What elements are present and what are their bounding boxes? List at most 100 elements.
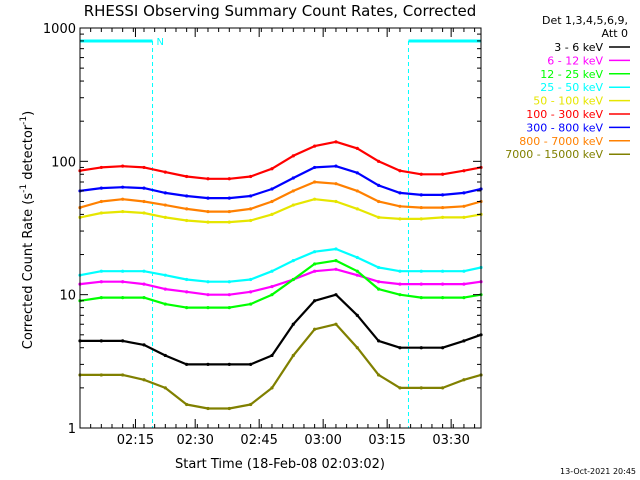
data-point [441, 193, 445, 197]
data-point [419, 172, 423, 176]
attenuator-label: Att 0 [602, 27, 628, 40]
data-point [419, 282, 423, 286]
y-tick-label: 1000 [43, 22, 76, 37]
data-point [462, 269, 466, 273]
night-label: N [157, 37, 164, 48]
data-point [249, 402, 253, 407]
data-point [355, 255, 359, 260]
data-point [441, 215, 445, 219]
data-point [462, 215, 466, 219]
data-point [313, 144, 317, 148]
data-point [142, 165, 146, 170]
data-point [419, 386, 423, 390]
data-point [270, 212, 274, 216]
data-point [291, 259, 295, 263]
data-point [227, 280, 231, 284]
data-point [121, 269, 125, 273]
data-point [419, 193, 423, 197]
data-point [398, 204, 402, 208]
data-point [398, 191, 402, 195]
data-point [462, 191, 466, 195]
data-point [334, 259, 338, 263]
legend-label: 300 - 800 keV [526, 121, 603, 134]
data-point [270, 187, 274, 191]
data-point [206, 209, 210, 214]
series-line [79, 165, 482, 200]
data-point [99, 211, 103, 215]
data-point [121, 373, 125, 377]
data-point [419, 346, 423, 350]
data-point [355, 207, 359, 211]
data-point [249, 302, 253, 306]
y-tick-label: 10 [59, 289, 76, 304]
data-point [355, 346, 359, 350]
data-point [185, 402, 189, 407]
data-point [99, 199, 103, 204]
data-point [419, 296, 423, 300]
data-point [163, 386, 167, 390]
data-point [121, 185, 125, 189]
y-axis-label: Corrected Count Rate (s-1 detector-1) [19, 111, 36, 349]
x-axis-ticks: 02:15 02:30 02:45 03:00 03:15 03:30 [79, 28, 476, 448]
data-point [121, 280, 125, 284]
data-point [227, 209, 231, 214]
y-axis-label-sup2: -1 [19, 116, 29, 125]
series-line [80, 293, 482, 366]
data-point [441, 269, 445, 273]
data-point [291, 154, 295, 158]
data-point [441, 296, 445, 300]
data-point [462, 339, 466, 343]
data-point [206, 293, 210, 297]
data-point [313, 197, 317, 201]
data-point [441, 386, 445, 390]
data-point [99, 269, 103, 273]
data-point [99, 165, 103, 170]
data-point [185, 290, 189, 294]
data-point [121, 296, 125, 300]
legend-label: 12 - 25 keV [540, 68, 603, 81]
data-point [462, 296, 466, 300]
y-axis-label-main: Corrected Count Rate (s [21, 193, 36, 350]
data-point [99, 186, 103, 190]
data-point [206, 177, 210, 181]
data-point [206, 406, 210, 411]
data-point [249, 277, 253, 282]
data-point [163, 170, 167, 174]
data-point [142, 199, 146, 204]
data-point [419, 205, 423, 210]
timestamp: 13-Oct-2021 20:45 [560, 467, 636, 476]
data-point [291, 189, 295, 193]
legend-label: 25 - 50 keV [540, 81, 603, 94]
data-point [121, 339, 125, 343]
data-point [355, 146, 359, 151]
data-point [441, 172, 445, 176]
data-point [334, 247, 338, 251]
data-point [206, 196, 210, 200]
data-point [355, 313, 359, 317]
data-point [142, 282, 146, 286]
data-point [291, 277, 295, 282]
data-point [334, 164, 338, 168]
x-tick-label: 02:15 [117, 433, 154, 448]
legend-label: 3 - 6 keV [554, 41, 603, 54]
data-point [334, 199, 338, 204]
data-point [142, 343, 146, 347]
data-point [163, 287, 167, 291]
series-line [79, 247, 482, 283]
series-line [79, 259, 482, 309]
data-point [313, 165, 317, 170]
data-point [313, 180, 317, 184]
series-line [79, 198, 482, 224]
plot-frame [79, 27, 482, 429]
data-point [377, 199, 381, 204]
legend-label: 7000 - 15000 keV [505, 148, 603, 161]
x-tick-label: 03:00 [304, 433, 341, 448]
data-point [377, 280, 381, 284]
data-point [291, 176, 295, 180]
data-point [377, 287, 381, 291]
data-point [185, 194, 189, 198]
data-point [377, 159, 381, 163]
data-point [206, 220, 210, 224]
legend-label: 100 - 300 keV [526, 108, 603, 121]
